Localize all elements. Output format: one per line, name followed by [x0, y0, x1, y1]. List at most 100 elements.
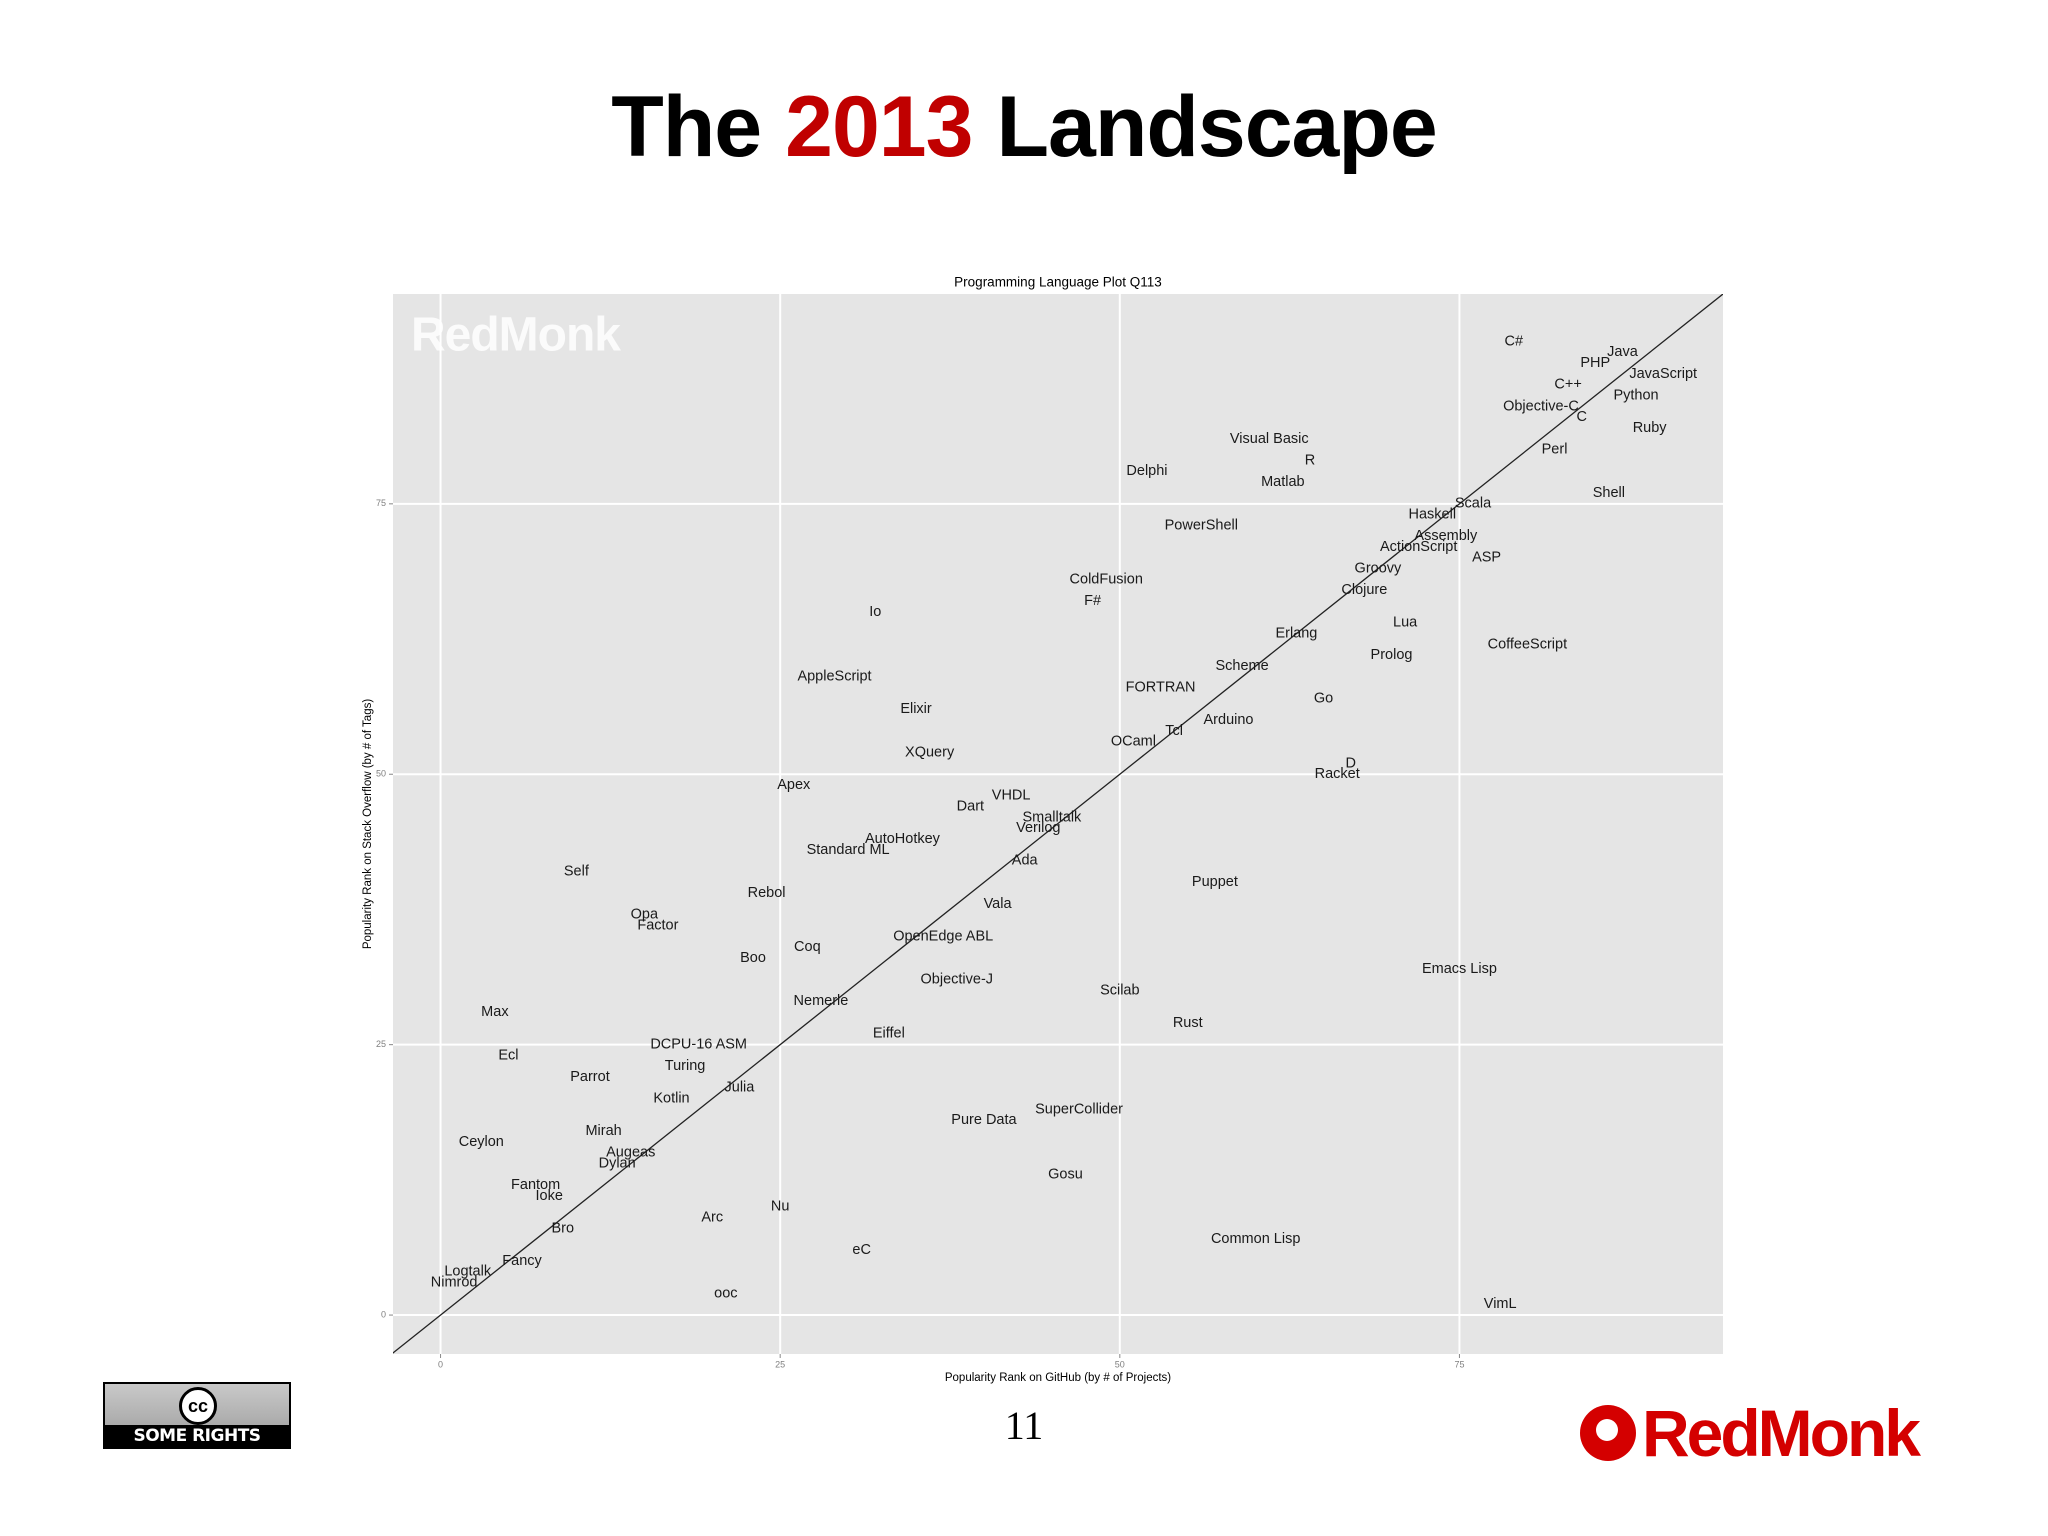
point-label: Erlang: [1275, 625, 1317, 641]
point-label: Self: [564, 863, 590, 879]
point-label: XQuery: [905, 744, 955, 760]
point-label: Verilog: [1016, 820, 1060, 836]
point-label: PowerShell: [1165, 517, 1238, 533]
point-label: Assembly: [1414, 528, 1478, 544]
point-label: Opa: [631, 907, 659, 923]
point-label: Max: [481, 1004, 509, 1020]
point-label: Scheme: [1215, 658, 1268, 674]
point-label: Dart: [957, 799, 984, 815]
point-label: Ceylon: [459, 1134, 504, 1150]
title-text: Landscape: [996, 79, 1437, 175]
page-number: 11: [1004, 1403, 1044, 1448]
title-highlight: 2013: [785, 79, 973, 175]
point-label: Fancy: [502, 1253, 542, 1269]
point-label: Objective-C: [1503, 398, 1579, 414]
point-label: Arduino: [1204, 712, 1254, 728]
point-label: SuperCollider: [1035, 1101, 1123, 1117]
point-label: ooc: [714, 1285, 737, 1301]
point-label: Perl: [1542, 442, 1568, 458]
point-label: Vala: [984, 896, 1013, 912]
point-label: D: [1346, 755, 1356, 771]
point-label: Haskell: [1409, 506, 1457, 522]
point-label: Shell: [1593, 485, 1625, 501]
point-label: Groovy: [1355, 561, 1402, 577]
point-label: Rust: [1173, 1015, 1203, 1031]
point-label: Mirah: [585, 1123, 621, 1139]
point-label: Kotlin: [653, 1091, 689, 1107]
point-label: eC: [852, 1242, 871, 1258]
point-label: Scilab: [1100, 982, 1140, 998]
watermark: RedMonk: [411, 309, 621, 362]
point-label: Emacs Lisp: [1422, 961, 1497, 977]
point-label: AppleScript: [797, 669, 871, 685]
point-label: Smalltalk: [1022, 809, 1082, 825]
point-label: Common Lisp: [1211, 1231, 1300, 1247]
y-tick-label: 75: [376, 498, 386, 508]
point-label: F#: [1084, 593, 1101, 609]
point-label: Tcl: [1165, 723, 1183, 739]
logo-text: RedMonk: [1642, 1396, 1921, 1470]
point-label: FORTRAN: [1126, 680, 1196, 696]
point-label: Java: [1607, 344, 1639, 360]
point-label: Coq: [794, 939, 821, 955]
point-label: ASP: [1472, 550, 1501, 566]
point-label: Factor: [637, 918, 678, 934]
point-label: Pure Data: [951, 1112, 1017, 1128]
point-label: Objective-J: [921, 972, 994, 988]
point-label: Fantom: [511, 1177, 560, 1193]
point-label: VimL: [1484, 1296, 1517, 1312]
point-label: Lua: [1393, 615, 1418, 631]
point-label: Io: [869, 604, 881, 620]
license-icon: cc: [179, 1387, 217, 1425]
point-label: Go: [1314, 690, 1333, 706]
point-label: C#: [1505, 333, 1524, 349]
slide-title: The 2013 Landscape: [0, 78, 2048, 177]
chart-title: Programming Language Plot Q113: [954, 275, 1162, 290]
point-label: DCPU-16 ASM: [650, 1036, 747, 1052]
point-label: Puppet: [1192, 874, 1238, 890]
y-axis-label: Popularity Rank on Stack Overflow (by # …: [362, 699, 374, 950]
point-label: OpenEdge ABL: [893, 928, 993, 944]
x-tick-label: 0: [438, 1359, 443, 1369]
point-label: Boo: [740, 950, 766, 966]
point-label: C++: [1554, 377, 1581, 393]
point-label: Standard ML: [807, 842, 890, 858]
point-label: Apex: [777, 777, 811, 793]
point-label: Ada: [1012, 853, 1039, 869]
point-label: Clojure: [1341, 582, 1387, 598]
point-label: Ruby: [1633, 420, 1668, 436]
point-label: Logtalk: [444, 1264, 492, 1280]
point-label: ActionScript: [1380, 539, 1457, 555]
point-label: Racket: [1315, 766, 1360, 782]
x-tick-label: 25: [775, 1359, 785, 1369]
title-text: The: [611, 79, 762, 175]
point-label: ColdFusion: [1070, 571, 1143, 587]
point-label: Eiffel: [873, 1026, 905, 1042]
license-badge: cc SOME RIGHTS RESERVED: [103, 1382, 291, 1468]
diagonal: [393, 294, 1723, 1354]
point-label: OCaml: [1111, 734, 1156, 750]
logo: RedMonk: [1580, 1396, 1921, 1470]
point-label: Nemerle: [794, 993, 849, 1009]
point-label: R: [1305, 452, 1315, 468]
point-label: Scala: [1455, 496, 1492, 512]
point-label: JavaScript: [1629, 366, 1697, 382]
y-tick-label: 50: [376, 769, 386, 779]
point-label: Arc: [701, 1210, 723, 1226]
point-label: VHDL: [992, 788, 1031, 804]
point-label: Julia: [725, 1080, 756, 1096]
point-label: Dylan: [599, 1155, 636, 1171]
point-label: Ecl: [498, 1047, 518, 1063]
point-label: Matlab: [1261, 474, 1305, 490]
point-label: CoffeeScript: [1488, 636, 1568, 652]
point-label: Parrot: [570, 1069, 610, 1085]
point-label: Rebol: [748, 885, 786, 901]
point-label: Gosu: [1048, 1166, 1083, 1182]
point-label: Bro: [552, 1220, 575, 1236]
point-label: Augeas: [606, 1145, 655, 1161]
point-label: Delphi: [1126, 463, 1167, 479]
x-tick-label: 75: [1454, 1359, 1464, 1369]
y-tick-label: 0: [381, 1309, 386, 1319]
point-label: Nimrod: [431, 1274, 478, 1290]
